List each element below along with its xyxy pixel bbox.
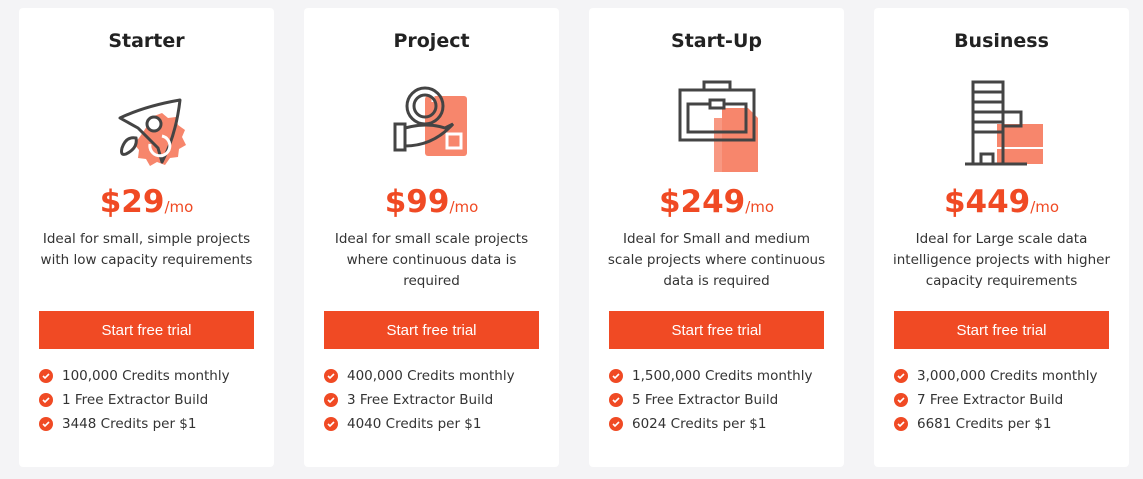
price-amount: $449: [943, 184, 1031, 220]
check-icon: [609, 393, 623, 407]
start-free-trial-button[interactable]: Start free trial: [609, 311, 824, 349]
plan-title: Starter: [108, 30, 185, 52]
plan-price: $29/mo: [19, 182, 274, 222]
plan-description: Ideal for Large scale data intelligence …: [892, 231, 1110, 289]
start-free-trial-button[interactable]: Start free trial: [39, 311, 254, 349]
feature-text: 6681 Credits per $1: [917, 416, 1052, 432]
feature-text: 3 Free Extractor Build: [347, 392, 494, 408]
pricing-card-start-up: Start-Up $249/mo Ideal for Small and med…: [589, 8, 844, 467]
price-period: /mo: [164, 198, 194, 216]
feature-text: 1,500,000 Credits monthly: [632, 368, 813, 384]
feature-text: 100,000 Credits monthly: [62, 368, 230, 384]
feature-item: 6024 Credits per $1: [609, 412, 844, 436]
feature-item: 400,000 Credits monthly: [324, 364, 559, 388]
plan-title: Business: [954, 30, 1049, 52]
feature-item: 3448 Credits per $1: [39, 412, 274, 436]
pricing-card-project: Project $99/mo Ideal for small scale pro…: [304, 8, 559, 467]
plan-price: $99/mo: [304, 182, 559, 222]
feature-text: 3,000,000 Credits monthly: [917, 368, 1098, 384]
feature-text: 1 Free Extractor Build: [62, 392, 209, 408]
feature-item: 5 Free Extractor Build: [609, 388, 844, 412]
check-icon: [894, 369, 908, 383]
price-period: /mo: [745, 198, 775, 216]
feature-text: 4040 Credits per $1: [347, 416, 482, 432]
check-icon: [894, 393, 908, 407]
price-period: /mo: [1030, 198, 1060, 216]
plan-price: $449/mo: [874, 182, 1129, 222]
feature-list: 100,000 Credits monthly 1 Free Extractor …: [39, 364, 274, 436]
briefcase-document-icon: [662, 76, 772, 176]
feature-item: 1,500,000 Credits monthly: [609, 364, 844, 388]
check-icon: [324, 417, 338, 431]
hand-coin-calendar-icon: [377, 76, 487, 176]
feature-list: 3,000,000 Credits monthly 7 Free Extracto…: [894, 364, 1129, 436]
rocket-gear-icon: [92, 76, 202, 176]
check-icon: [39, 393, 53, 407]
feature-item: 4040 Credits per $1: [324, 412, 559, 436]
feature-item: 6681 Credits per $1: [894, 412, 1129, 436]
plan-description: Ideal for small scale projects where con…: [334, 231, 529, 289]
feature-item: 1 Free Extractor Build: [39, 388, 274, 412]
check-icon: [609, 369, 623, 383]
price-amount: $29: [99, 184, 165, 220]
plan-title: Project: [393, 30, 470, 52]
check-icon: [39, 417, 53, 431]
check-icon: [609, 417, 623, 431]
price-amount: $249: [658, 184, 746, 220]
check-icon: [894, 417, 908, 431]
feature-item: 3 Free Extractor Build: [324, 388, 559, 412]
feature-item: 100,000 Credits monthly: [39, 364, 274, 388]
feature-text: 7 Free Extractor Build: [917, 392, 1064, 408]
plan-description: Ideal for Small and medium scale project…: [607, 231, 826, 289]
feature-item: 7 Free Extractor Build: [894, 388, 1129, 412]
pricing-card-starter: Starter $29/mo Ideal for small, simple p…: [19, 8, 274, 467]
feature-text: 400,000 Credits monthly: [347, 368, 515, 384]
price-period: /mo: [449, 198, 479, 216]
feature-list: 1,500,000 Credits monthly 5 Free Extracto…: [609, 364, 844, 436]
feature-text: 6024 Credits per $1: [632, 416, 767, 432]
feature-text: 3448 Credits per $1: [62, 416, 197, 432]
feature-text: 5 Free Extractor Build: [632, 392, 779, 408]
plan-price: $249/mo: [589, 182, 844, 222]
pricing-card-business: Business $449/mo Ideal for Large scale d…: [874, 8, 1129, 467]
feature-list: 400,000 Credits monthly 3 Free Extractor …: [324, 364, 559, 436]
start-free-trial-button[interactable]: Start free trial: [324, 311, 539, 349]
start-free-trial-button[interactable]: Start free trial: [894, 311, 1109, 349]
feature-item: 3,000,000 Credits monthly: [894, 364, 1129, 388]
check-icon: [39, 369, 53, 383]
price-amount: $99: [384, 184, 450, 220]
check-icon: [324, 393, 338, 407]
plan-description: Ideal for small, simple projects with lo…: [40, 231, 253, 268]
check-icon: [324, 369, 338, 383]
plan-title: Start-Up: [671, 30, 762, 52]
office-building-icon: [947, 76, 1057, 176]
